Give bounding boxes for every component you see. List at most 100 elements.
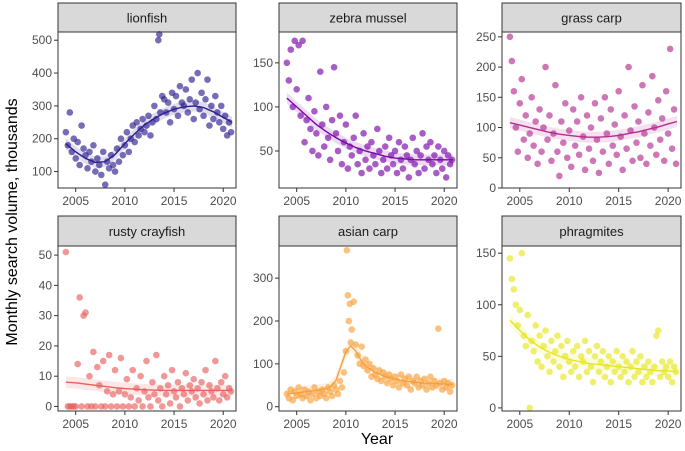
- data-point: [658, 115, 666, 122]
- data-point: [92, 168, 99, 175]
- data-point: [442, 174, 450, 181]
- data-point: [567, 163, 575, 171]
- y-tick-label: 50: [260, 144, 274, 158]
- data-point: [212, 92, 219, 100]
- data-point: [652, 151, 660, 159]
- data-point: [540, 124, 547, 131]
- data-point: [101, 181, 109, 189]
- x-tick-label: 2005: [62, 417, 89, 431]
- data-point: [151, 391, 158, 398]
- data-point: [135, 132, 142, 139]
- data-point: [621, 368, 628, 376]
- data-point: [643, 373, 650, 381]
- data-point: [670, 363, 678, 370]
- data-point: [565, 127, 573, 134]
- data-point: [581, 166, 589, 174]
- data-point: [80, 145, 87, 152]
- data-point: [101, 403, 109, 410]
- data-point: [516, 100, 524, 107]
- data-point: [143, 357, 150, 365]
- data-point: [62, 128, 70, 136]
- facet-strip: [501, 2, 682, 33]
- data-point: [113, 145, 121, 152]
- y-tick-label: 50: [483, 151, 497, 165]
- data-point: [317, 68, 324, 75]
- data-point: [530, 142, 537, 149]
- data-point: [109, 391, 117, 398]
- data-point: [542, 63, 549, 71]
- data-point: [309, 390, 316, 398]
- data-point: [635, 368, 642, 376]
- data-point: [174, 112, 182, 120]
- data-point: [103, 388, 111, 395]
- data-point: [518, 75, 526, 83]
- data-point: [82, 309, 89, 316]
- data-point: [74, 138, 81, 146]
- trend-ribbon: [65, 100, 233, 168]
- data-point: [605, 353, 613, 360]
- data-point: [522, 112, 530, 119]
- data-point: [664, 373, 672, 381]
- trend-line: [509, 319, 678, 373]
- data-point: [311, 108, 318, 115]
- data-point: [548, 157, 555, 165]
- data-point: [347, 339, 355, 346]
- panel: grass carp 0 50 100 150 200 250 2005 2010 2015 202…: [476, 2, 682, 208]
- x-tick-label: 2015: [605, 194, 632, 208]
- x-tick-label: 2010: [333, 417, 360, 431]
- panel-border: [501, 245, 682, 412]
- facet-strip: [278, 2, 458, 33]
- data-point: [172, 394, 180, 401]
- data-point: [383, 379, 391, 387]
- data-point: [137, 372, 144, 380]
- data-point: [78, 122, 85, 129]
- data-point: [352, 341, 360, 348]
- data-point: [117, 135, 125, 143]
- data-point: [567, 368, 575, 376]
- data-point: [125, 148, 133, 156]
- data-point: [524, 154, 532, 162]
- data-point: [660, 157, 668, 165]
- data-point: [285, 77, 293, 84]
- data-point: [66, 109, 74, 116]
- trend-line: [65, 105, 233, 164]
- data-point: [221, 372, 229, 380]
- data-point: [536, 106, 543, 113]
- data-point: [311, 384, 318, 391]
- data-point: [192, 99, 199, 106]
- data-point: [176, 82, 184, 90]
- data-point: [668, 378, 676, 386]
- data-point: [147, 403, 154, 410]
- y-tick-label: 50: [39, 248, 53, 262]
- data-point: [196, 400, 203, 407]
- data-point: [320, 143, 328, 150]
- data-point: [560, 139, 567, 146]
- data-point: [190, 115, 198, 123]
- data-point: [635, 118, 642, 125]
- data-point: [283, 59, 291, 67]
- y-tick-label: 100: [32, 165, 52, 179]
- data-point: [372, 160, 379, 168]
- data-point: [607, 378, 615, 386]
- data-point: [326, 156, 334, 164]
- data-point: [328, 392, 336, 400]
- data-point: [423, 143, 430, 150]
- data-point: [139, 403, 146, 410]
- data-point: [364, 143, 371, 150]
- data-point: [421, 375, 428, 383]
- data-point: [76, 161, 83, 169]
- data-point: [645, 358, 652, 365]
- x-tick-label: 2010: [112, 417, 139, 431]
- data-point: [182, 369, 190, 377]
- data-point: [512, 301, 520, 309]
- data-point: [668, 145, 676, 152]
- data-point: [172, 92, 180, 100]
- data-point: [348, 326, 356, 333]
- data-point: [198, 378, 205, 386]
- data-point: [212, 357, 219, 365]
- data-point: [431, 152, 438, 159]
- data-point: [544, 136, 551, 143]
- y-tick-label: 10: [39, 369, 53, 383]
- data-point: [334, 147, 342, 155]
- data-point: [595, 169, 603, 177]
